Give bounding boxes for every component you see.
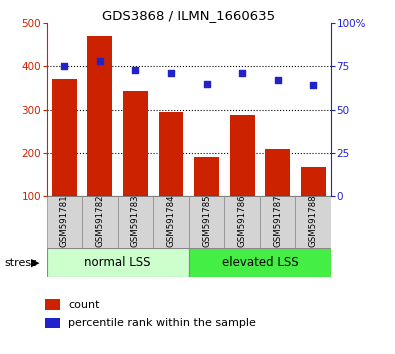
Text: GSM591785: GSM591785	[202, 195, 211, 247]
Point	[97, 58, 103, 64]
Text: GSM591788: GSM591788	[309, 195, 318, 247]
Bar	[45, 299, 60, 310]
Bar	[45, 318, 60, 328]
Text: ▶: ▶	[30, 258, 39, 268]
Point	[61, 64, 68, 69]
Text: normal LSS: normal LSS	[85, 256, 151, 269]
Text: GSM591781: GSM591781	[60, 195, 69, 247]
Bar	[301, 167, 325, 196]
Text: percentile rank within the sample: percentile rank within the sample	[68, 318, 256, 328]
Bar	[47, 248, 189, 277]
Text: GSM591783: GSM591783	[131, 195, 140, 247]
Bar	[189, 196, 224, 248]
Text: stress: stress	[4, 258, 37, 268]
Bar	[88, 36, 113, 196]
Bar	[295, 196, 331, 248]
Text: count: count	[68, 300, 100, 310]
Point	[203, 81, 210, 87]
Point	[275, 78, 281, 83]
Bar	[153, 196, 189, 248]
Text: GSM591784: GSM591784	[167, 195, 175, 247]
Text: elevated LSS: elevated LSS	[222, 256, 298, 269]
Bar	[47, 196, 82, 248]
Title: GDS3868 / ILMN_1660635: GDS3868 / ILMN_1660635	[102, 9, 275, 22]
Bar	[265, 149, 290, 196]
Bar	[189, 248, 331, 277]
Text: GSM591782: GSM591782	[96, 195, 104, 247]
Bar	[159, 112, 183, 196]
Bar	[224, 196, 260, 248]
Bar	[194, 158, 219, 196]
Text: GSM591787: GSM591787	[273, 195, 282, 247]
Point	[310, 82, 316, 88]
Bar	[260, 196, 295, 248]
Bar	[118, 196, 153, 248]
Point	[239, 70, 245, 76]
Bar	[230, 115, 254, 196]
Text: GSM591786: GSM591786	[238, 195, 246, 247]
Point	[132, 67, 139, 73]
Bar	[52, 79, 77, 196]
Bar	[82, 196, 118, 248]
Point	[168, 70, 174, 76]
Bar	[123, 91, 148, 196]
